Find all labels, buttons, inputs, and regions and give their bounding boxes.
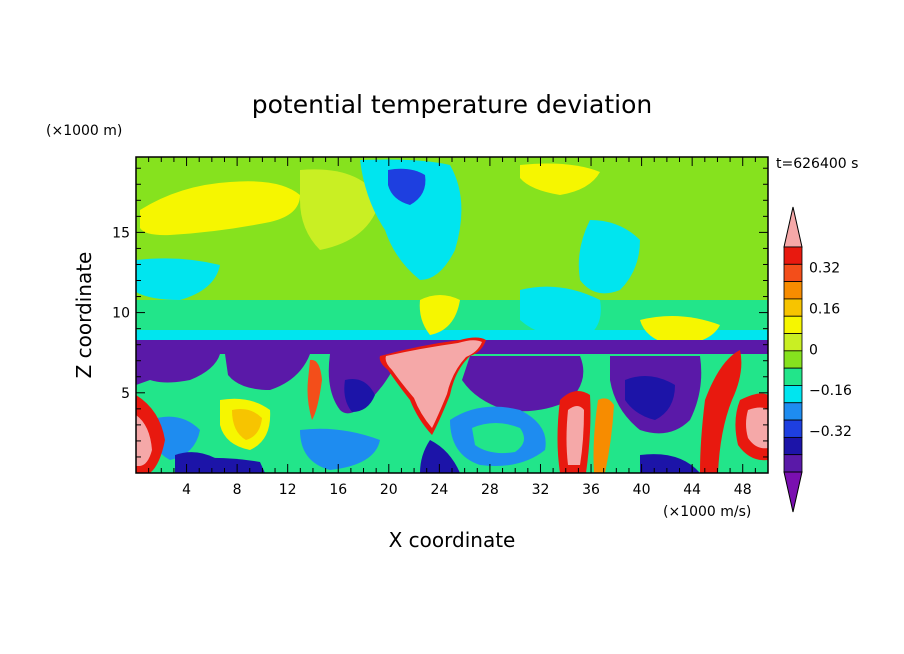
x-tick-label: 40: [633, 482, 651, 498]
field-cold-upper-left-patch: [136, 258, 220, 300]
field-warm-lower-center: [419, 295, 460, 335]
field-cold-upper-center: [360, 159, 462, 280]
x-tick-label: 16: [329, 482, 347, 498]
x-tick-label: 36: [582, 482, 600, 498]
colorbar-label: 0.16: [809, 301, 840, 317]
field-warm-left-core: [232, 409, 262, 440]
x-tick-label: 8: [233, 482, 242, 498]
y-tick-label: 10: [112, 306, 130, 322]
field-swirl-center-core: [344, 379, 375, 412]
y-axis: 5 10 15: [112, 167, 768, 458]
colorbar-segment: [783, 367, 803, 386]
y-unit-label: (×1000 m): [46, 123, 122, 139]
colorbar-segment: [783, 402, 803, 421]
field-warm-upper-center: [300, 169, 380, 250]
field-cold-bottom-mid: [420, 440, 460, 473]
field-cold-upper-right: [578, 220, 640, 294]
x-tick-label: 32: [532, 482, 550, 498]
time-label: t=626400 s: [776, 156, 858, 172]
field-warm-lower-right: [640, 316, 720, 345]
field-warm-center-thin: [307, 359, 322, 420]
x-tick-label: 28: [481, 482, 499, 498]
colorbar-extend-min: [783, 471, 803, 513]
colorbar-segment: [783, 454, 803, 473]
field-warm-column-2: [593, 398, 614, 473]
colorbar-segment: [783, 419, 803, 438]
colorbar-segment: [783, 315, 803, 334]
field-warm-column-1-core: [566, 406, 584, 465]
contour-field: [136, 157, 768, 473]
field-cold-top-spot: [388, 168, 426, 205]
x-axis-label: X coordinate: [389, 528, 516, 552]
field-cold-upper-right-2: [520, 286, 601, 340]
y-tick-label: 5: [121, 386, 130, 402]
field-swirl-left-2: [225, 354, 310, 390]
field-warm-intrusion-core: [385, 340, 482, 428]
colorbar-segment: [783, 281, 803, 300]
colorbar-segment: [783, 333, 803, 352]
colorbar-segment: [783, 436, 803, 456]
field-cold-center-bottom: [300, 428, 380, 470]
colorbar-segment: [783, 263, 803, 283]
colorbar-label: 0: [809, 342, 818, 358]
x-tick-label: 48: [734, 482, 752, 498]
x-tick-label: 12: [279, 482, 297, 498]
x-unit-label: (×1000 m/s): [663, 504, 751, 520]
field-swirl-right-core: [625, 376, 675, 420]
chart-title: potential temperature deviation: [252, 90, 652, 119]
field-warm-column-3: [700, 350, 742, 473]
field-warm-upper-left: [140, 181, 300, 236]
x-tick-label: 24: [430, 482, 448, 498]
colorbar-label: 0.32: [809, 260, 840, 276]
colorbar: 0.32 0.16 0 −0.16 −0.32: [783, 206, 852, 513]
field-cold-bottom-right: [640, 454, 700, 473]
x-tick-label: 4: [182, 482, 191, 498]
x-tick-label: 44: [683, 482, 701, 498]
field-warm-corner-right-core: [746, 407, 768, 449]
colorbar-segment: [783, 385, 803, 404]
field-warm-upper-right: [520, 163, 600, 195]
x-axis: 4 8 12 16 20 24 28 32 36 40 44 48: [148, 157, 756, 498]
x-tick-label: 20: [380, 482, 398, 498]
y-axis-label: Z coordinate: [72, 252, 96, 379]
colorbar-segment: [783, 246, 803, 265]
colorbar-label: −0.16: [809, 383, 852, 399]
colorbar-segment: [783, 350, 803, 369]
field-warm-corner-left-core: [136, 415, 152, 466]
colorbar-extend-max: [783, 206, 803, 248]
field-swirl-right-of-intrusion: [462, 356, 584, 412]
field-swirl-left: [136, 354, 220, 385]
field-swirl-ring-inner: [472, 423, 524, 454]
colorbar-segment: [783, 298, 803, 317]
colorbar-label: −0.32: [809, 424, 852, 440]
y-tick-label: 15: [112, 225, 130, 241]
